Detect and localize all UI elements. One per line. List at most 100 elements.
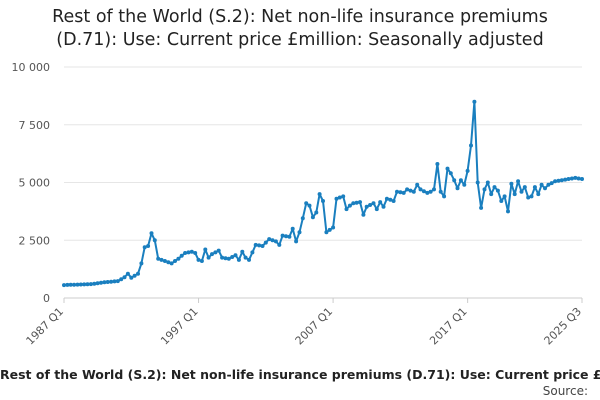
data-point xyxy=(418,187,423,192)
data-point xyxy=(321,199,325,203)
data-point xyxy=(206,255,211,260)
data-point xyxy=(543,186,547,191)
data-point xyxy=(381,204,386,209)
data-point xyxy=(391,199,396,203)
data-point xyxy=(384,196,389,201)
data-point xyxy=(556,178,561,183)
data-point xyxy=(536,192,541,197)
data-point xyxy=(115,279,120,284)
data-point xyxy=(566,177,571,181)
data-point xyxy=(136,271,140,276)
data-point xyxy=(72,282,77,287)
y-tick-label: 0 xyxy=(43,292,50,305)
data-point xyxy=(176,256,181,261)
data-point xyxy=(395,189,399,194)
data-point xyxy=(455,186,460,191)
data-point xyxy=(156,256,161,261)
data-point xyxy=(260,244,265,248)
data-point xyxy=(129,275,134,280)
x-tick-label: 2017 Q1 xyxy=(427,305,470,348)
data-point xyxy=(506,209,510,214)
data-point xyxy=(492,185,497,190)
data-point xyxy=(415,182,420,187)
data-point xyxy=(580,177,584,181)
data-point xyxy=(119,277,124,282)
data-point xyxy=(310,215,315,220)
data-point xyxy=(569,176,574,181)
data-point xyxy=(344,207,349,212)
data-point xyxy=(196,257,201,262)
data-point xyxy=(169,261,174,266)
data-point xyxy=(502,194,507,199)
data-point xyxy=(479,205,484,210)
data-point xyxy=(112,279,117,284)
data-point xyxy=(173,259,177,263)
data-point xyxy=(162,259,167,263)
data-point xyxy=(243,255,248,260)
data-point xyxy=(270,238,275,243)
data-point xyxy=(425,190,430,195)
data-point xyxy=(78,282,83,287)
data-point xyxy=(294,239,299,244)
data-point xyxy=(142,245,147,250)
data-point xyxy=(105,280,110,284)
series-line xyxy=(63,100,583,287)
data-point xyxy=(411,189,416,194)
source-label: Source: xyxy=(542,384,588,398)
data-point xyxy=(465,168,470,173)
data-point xyxy=(421,189,426,194)
data-point xyxy=(509,181,514,186)
data-point xyxy=(314,210,319,215)
data-point xyxy=(354,200,359,205)
data-point xyxy=(199,259,204,263)
data-point xyxy=(189,249,194,254)
data-point xyxy=(452,178,457,183)
data-point xyxy=(287,234,292,239)
data-point xyxy=(236,257,241,262)
data-point xyxy=(559,178,564,183)
data-point xyxy=(139,261,144,266)
data-point xyxy=(284,234,288,239)
data-point xyxy=(216,248,221,253)
data-point xyxy=(549,181,554,186)
data-point xyxy=(442,194,447,199)
data-point xyxy=(226,256,231,261)
data-point xyxy=(109,279,114,284)
data-point xyxy=(405,187,410,192)
data-point xyxy=(374,207,379,212)
data-point xyxy=(304,201,309,206)
data-point xyxy=(378,200,383,205)
data-point xyxy=(522,185,527,190)
chart-title-line-1: Rest of the World (S.2): Net non-life in… xyxy=(52,7,548,27)
data-point xyxy=(159,257,164,262)
data-point xyxy=(526,195,531,200)
data-point xyxy=(253,242,258,247)
y-tick-label: 5 000 xyxy=(19,177,51,190)
data-point xyxy=(290,226,295,231)
data-point xyxy=(68,282,73,287)
data-point xyxy=(472,99,477,104)
legend: Rest of the World (S.2): Net non-life in… xyxy=(0,367,600,382)
data-point xyxy=(334,196,339,201)
data-point xyxy=(351,201,356,206)
data-point xyxy=(240,249,245,254)
data-point xyxy=(247,257,251,262)
data-point xyxy=(102,280,107,285)
data-point xyxy=(341,194,346,199)
data-point xyxy=(125,271,130,276)
data-point xyxy=(512,192,517,197)
data-point xyxy=(448,171,453,176)
data-point xyxy=(186,250,191,255)
y-tick-label: 10 000 xyxy=(12,61,51,74)
data-point xyxy=(438,189,443,194)
data-point xyxy=(485,180,490,185)
data-point xyxy=(85,282,90,287)
data-point xyxy=(482,187,487,192)
data-point xyxy=(499,199,504,203)
data-point xyxy=(132,273,137,278)
data-point xyxy=(149,231,154,236)
data-point xyxy=(573,175,578,180)
data-point xyxy=(280,233,285,238)
data-point xyxy=(532,185,537,190)
